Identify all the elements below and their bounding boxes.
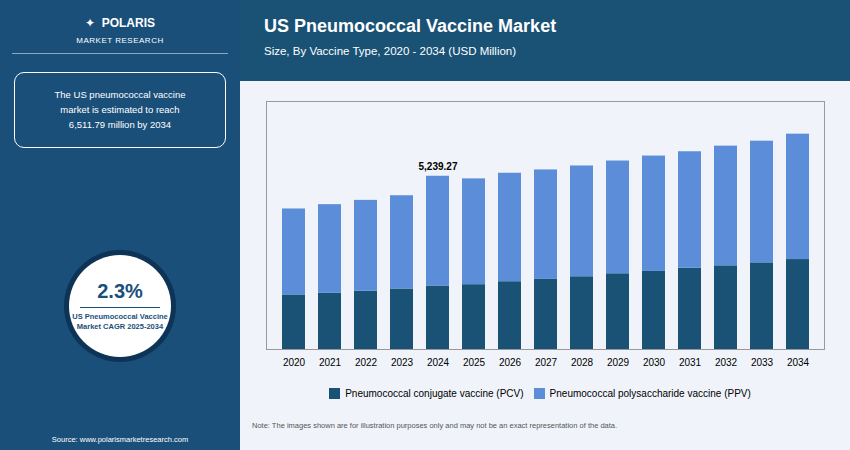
svg-text:2031: 2031 (679, 357, 702, 368)
html-text:MARKET RESEARCH: MARKET RESEARCH (76, 36, 164, 45)
html-text:Source: www.polarismarketresea: Source: www.polarismarketresearch.com (51, 435, 189, 444)
svg-text:2032: 2032 (715, 357, 738, 368)
html-text:Size, By Vaccine Type, 2020 -: Size, By Vaccine Type, 2020 - 2034 (USD … (264, 45, 517, 57)
html-text:Pneumococcal polysaccharide va: Pneumococcal polysaccharide vaccine (PPV… (549, 388, 751, 399)
svg-text:2028: 2028 (571, 357, 594, 368)
svg-text:2030: 2030 (643, 357, 666, 368)
svg-text:2020: 2020 (283, 357, 306, 368)
html-text:The US pneumococcal vaccine ma: The US pneumococcal vaccine market is es… (54, 89, 186, 131)
svg-text:2029: 2029 (607, 357, 630, 368)
svg-text:2022: 2022 (355, 357, 378, 368)
html-text:Note: The images shown are for: Note: The images shown are for illustrat… (252, 421, 618, 430)
svg-text:2027: 2027 (535, 357, 558, 368)
svg-text:2021: 2021 (319, 357, 342, 368)
svg-text:2023: 2023 (391, 357, 414, 368)
html-text:✦ POLARIS: ✦ POLARIS (85, 16, 155, 30)
html-text:US Pneumococcal Vaccine Market: US Pneumococcal Vaccine Market CAGR 2025… (72, 311, 168, 331)
svg-text:2034: 2034 (787, 357, 810, 368)
html-text:Pneumococcal conjugate vaccine: Pneumococcal conjugate vaccine (PCV) (345, 388, 524, 399)
svg-text:2033: 2033 (751, 357, 774, 368)
svg-text:2026: 2026 (499, 357, 522, 368)
html-text:US Pneumococcal Vaccine Market: US Pneumococcal Vaccine Market (264, 16, 557, 36)
svg-text:5,239.27: 5,239.27 (419, 161, 458, 172)
svg-text:2025: 2025 (463, 357, 486, 368)
html-text:2.3%: 2.3% (97, 279, 143, 302)
svg-text:2024: 2024 (427, 357, 450, 368)
